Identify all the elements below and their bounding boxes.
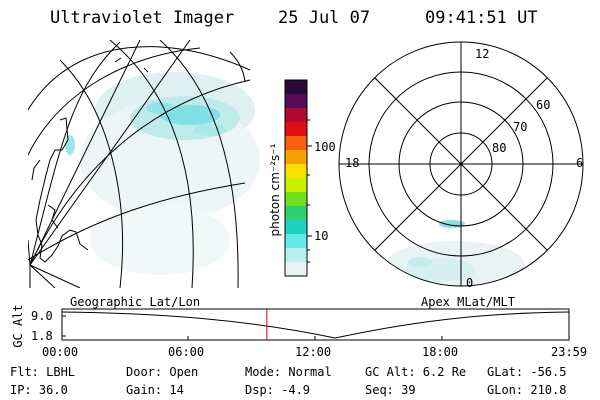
colorbar-band: [285, 80, 307, 95]
geographic-projection-label: Geographic Lat/Lon: [70, 295, 201, 309]
colorbar: [284, 79, 312, 277]
colorbar-band: [285, 108, 307, 123]
seq-info: Seq: 39: [365, 383, 416, 397]
colorbar-unit-label: photon cm⁻²s⁻¹: [268, 143, 282, 237]
polar-aurora: [385, 220, 525, 286]
timeline-xtick-1800: 18:00: [422, 345, 459, 359]
instrument-title: Ultraviolet Imager: [50, 8, 235, 28]
colorbar-band: [285, 178, 307, 193]
colorbar-band: [285, 136, 307, 151]
mlat-label-80: 80: [492, 141, 507, 155]
mlt-label-18: 18: [345, 156, 360, 170]
filter-info: Flt: LBHL: [10, 365, 76, 379]
polar-map: [338, 41, 584, 287]
timeline-xtick-2359: 23:59: [551, 345, 588, 359]
colorbar-band: [285, 122, 307, 137]
mlat-label-70: 70: [513, 120, 528, 134]
colorbar-band: [285, 262, 307, 277]
glon-info: GLon: 210.8: [487, 383, 567, 397]
colorbar-band: [285, 94, 307, 109]
altitude-timeline: [61, 308, 570, 341]
colorbar-band: [285, 220, 307, 235]
colorbar-tick-100: 100: [314, 140, 336, 154]
mlt-label-12: 12: [475, 47, 490, 61]
ip-info: IP: 36.0: [10, 383, 68, 397]
timeline-ytick-9: 9.0: [31, 309, 53, 323]
mlt-label-6: 6: [576, 156, 584, 170]
door-info: Door: Open: [126, 365, 199, 379]
mlt-label-0: 0: [466, 276, 474, 290]
aurora-emission: [65, 72, 260, 275]
colorbar-band: [285, 164, 307, 179]
coastline: [31, 117, 89, 263]
gain-info: Gain: 14: [126, 383, 184, 397]
mlat-label-60: 60: [536, 98, 551, 112]
colorbar-band: [285, 192, 307, 207]
mode-info: Mode: Normal: [245, 365, 332, 379]
time-label: 09:41:51 UT: [425, 8, 538, 28]
colorbar-tick-10: 10: [314, 229, 329, 243]
gc-alt-info: GC Alt: 6.2 Re: [365, 365, 467, 379]
glat-info: GLat: -56.5: [487, 365, 567, 379]
colorbar-band: [285, 248, 307, 263]
date-label: 25 Jul 07: [278, 8, 371, 28]
timeline-xtick-0600: 06:00: [168, 345, 205, 359]
colorbar-band: [285, 150, 307, 165]
geographic-map: [28, 40, 260, 288]
timeline-ylabel: GC Alt: [11, 304, 25, 348]
dsp-info: Dsp: -4.9: [245, 383, 311, 397]
colorbar-band: [285, 206, 307, 221]
timeline-xtick-0000: 00:00: [42, 345, 79, 359]
timeline-xtick-1200: 12:00: [295, 345, 332, 359]
timeline-ytick-1-8: 1.8: [31, 329, 53, 343]
apex-projection-label: Apex MLat/MLT: [421, 295, 515, 309]
colorbar-band: [285, 234, 307, 249]
